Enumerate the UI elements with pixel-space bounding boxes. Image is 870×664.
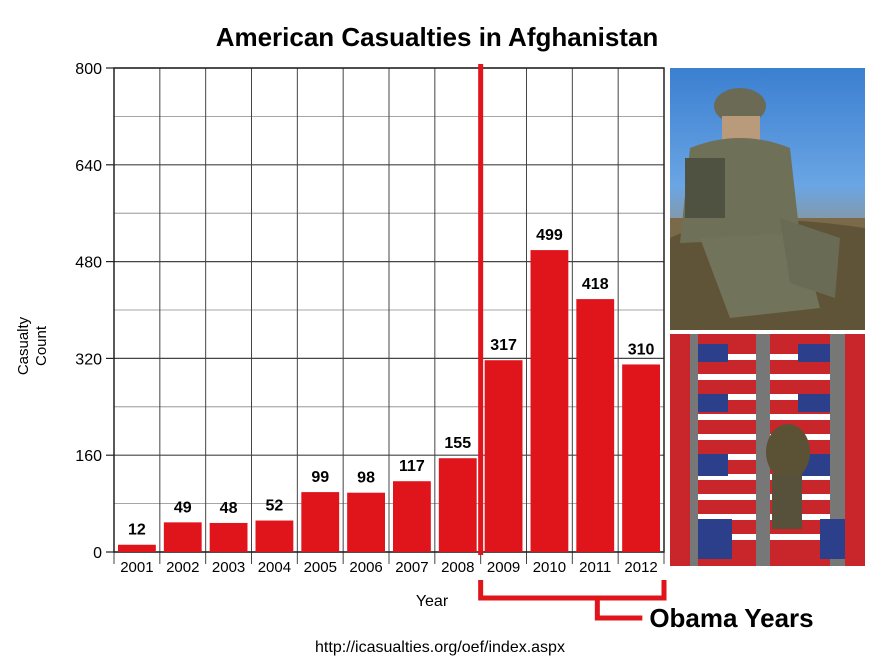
bar-2006 xyxy=(347,492,385,552)
x-tick-label: 2008 xyxy=(441,559,474,576)
bar-data-label: 499 xyxy=(536,227,563,244)
y-axis-label-line-2: Count xyxy=(33,325,50,366)
bar-2009 xyxy=(484,360,523,552)
x-tick-label: 2010 xyxy=(533,559,566,576)
bar-data-label: 310 xyxy=(628,341,655,358)
y-tick-label: 480 xyxy=(75,255,102,272)
y-axis-label-line-1: Casualty xyxy=(15,316,32,375)
bar-data-label: 12 xyxy=(128,522,146,539)
bar-data-label: 98 xyxy=(357,470,375,487)
bar-2008 xyxy=(438,458,477,552)
bar-2010 xyxy=(530,250,569,553)
bar-data-label: 317 xyxy=(490,337,517,354)
x-tick-label: 2002 xyxy=(166,559,199,576)
x-tick-label: 2009 xyxy=(487,559,520,576)
y-tick-label: 640 xyxy=(75,158,102,175)
x-tick-label: 2007 xyxy=(395,559,428,576)
x-tick-label: 2004 xyxy=(258,559,291,576)
x-tick-label: 2001 xyxy=(120,559,153,576)
y-tick-label: 800 xyxy=(75,61,102,78)
bar-labels: 12 49 48 52 99 98 117 155 317 499 418 310 xyxy=(128,227,655,539)
bar-data-label: 155 xyxy=(444,435,471,452)
bar-data-label: 117 xyxy=(399,458,425,475)
bar-2004 xyxy=(255,520,294,552)
y-axis-ticks: 0 160 320 480 640 800 xyxy=(75,61,114,562)
bar-2001 xyxy=(118,544,156,552)
y-tick-label: 0 xyxy=(93,545,102,562)
bar-data-label: 418 xyxy=(582,276,609,293)
x-axis-label: Year xyxy=(416,593,449,610)
x-tick-label: 2012 xyxy=(624,559,657,576)
bar-2005 xyxy=(301,492,340,552)
bar-data-label: 99 xyxy=(311,469,329,486)
bar-2007 xyxy=(393,481,431,552)
x-tick-label: 2011 xyxy=(579,559,611,576)
obama-years-annotation: Obama Years xyxy=(478,64,814,633)
bars xyxy=(118,250,660,553)
bar-2011 xyxy=(576,299,615,552)
x-tick-label: 2003 xyxy=(212,559,245,576)
bar-2002 xyxy=(163,522,202,552)
annotation-label: Obama Years xyxy=(649,603,813,633)
source-url: http://icasualties.org/oef/index.aspx xyxy=(315,639,565,656)
flag-draped-coffins-photo xyxy=(670,334,865,566)
bar-2003 xyxy=(209,522,248,552)
bar-data-label: 49 xyxy=(174,499,192,516)
y-tick-label: 320 xyxy=(75,351,102,368)
x-tick-label: 2006 xyxy=(349,559,382,576)
soldier-photo xyxy=(670,68,865,330)
y-tick-label: 160 xyxy=(75,448,102,465)
annotation-connector xyxy=(594,598,643,621)
x-axis-ticks: 2001 2002 2003 2004 2005 2006 2007 2008 2009 2010… xyxy=(120,559,658,576)
bar-data-label: 48 xyxy=(220,500,238,517)
bar-data-label: 52 xyxy=(266,498,284,515)
x-tick-label: 2005 xyxy=(304,559,337,576)
bar-2012 xyxy=(622,364,660,552)
plot-frame xyxy=(113,67,665,553)
annotation-bracket xyxy=(478,580,667,601)
chart-title: American Casualties in Afghanistan xyxy=(216,22,659,52)
